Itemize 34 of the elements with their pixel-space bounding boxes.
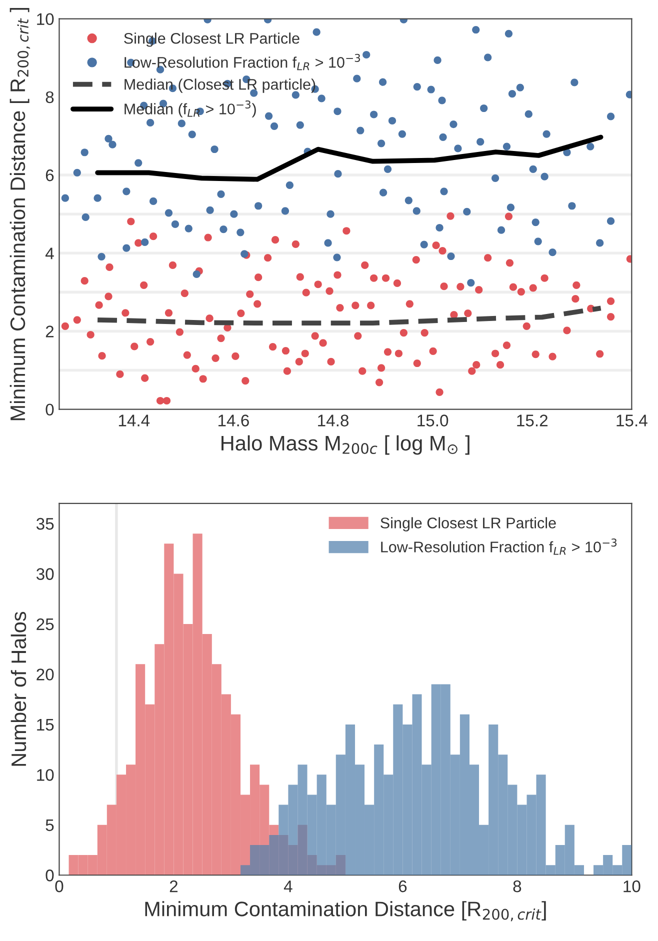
y-tick-label: 6 <box>46 169 54 182</box>
y-tick-label: 30 <box>36 568 54 580</box>
y-tick-label: 0 <box>46 404 54 416</box>
x-tick-label: 14.4 <box>118 414 150 426</box>
x-tick-label: 14.6 <box>218 414 249 426</box>
x-tick-label: 14.8 <box>318 414 348 426</box>
y-tick-label: 5 <box>46 819 54 832</box>
x-tick-label: 0 <box>55 880 64 892</box>
legend-label: Low-Resolution Fraction f$_{LR}$ > 10$^{−3}$ <box>381 538 617 555</box>
legend-label: Single Closest LR Particle <box>380 517 556 532</box>
x-tick-label: 2 <box>170 880 178 892</box>
x-tick-label: 8 <box>513 880 522 892</box>
y-tick-label: 25 <box>36 618 54 630</box>
y-axis-title: Number of Halos <box>10 612 26 766</box>
y-tick-label: 8 <box>46 91 54 104</box>
y-tick-label: 4 <box>45 248 54 260</box>
y-tick-label: 10 <box>37 769 54 781</box>
x-tick-label: 15.2 <box>517 414 548 426</box>
x-axis-title: Minimum Contamination Distance [R$_{200,crit}$] <box>145 901 546 922</box>
x-tick-label: 6 <box>398 880 407 892</box>
x-axis-title: Halo Mass M$_{200c}$ [ log M$_{⊙}$ ] <box>222 435 470 455</box>
x-tick-label: 10 <box>624 880 640 892</box>
y-tick-label: 2 <box>46 326 54 338</box>
y-tick-label: 0 <box>46 870 54 882</box>
y-tick-label: 10 <box>37 13 54 26</box>
x-tick-label: 4 <box>284 880 292 892</box>
y-tick-label: 20 <box>36 668 54 680</box>
y-tick-label: 35 <box>36 518 54 530</box>
x-tick-label: 15.0 <box>418 414 448 426</box>
x-tick-label: 15.4 <box>616 414 648 426</box>
legend-label: Median (Closest LR particle) <box>124 78 316 93</box>
legend-label: Single Closest LR Particle <box>124 32 300 47</box>
y-tick-label: 15 <box>37 719 54 731</box>
y-axis-title: Minimum Contamination Distance [ R$_{200,crit}$ ] <box>10 8 30 420</box>
